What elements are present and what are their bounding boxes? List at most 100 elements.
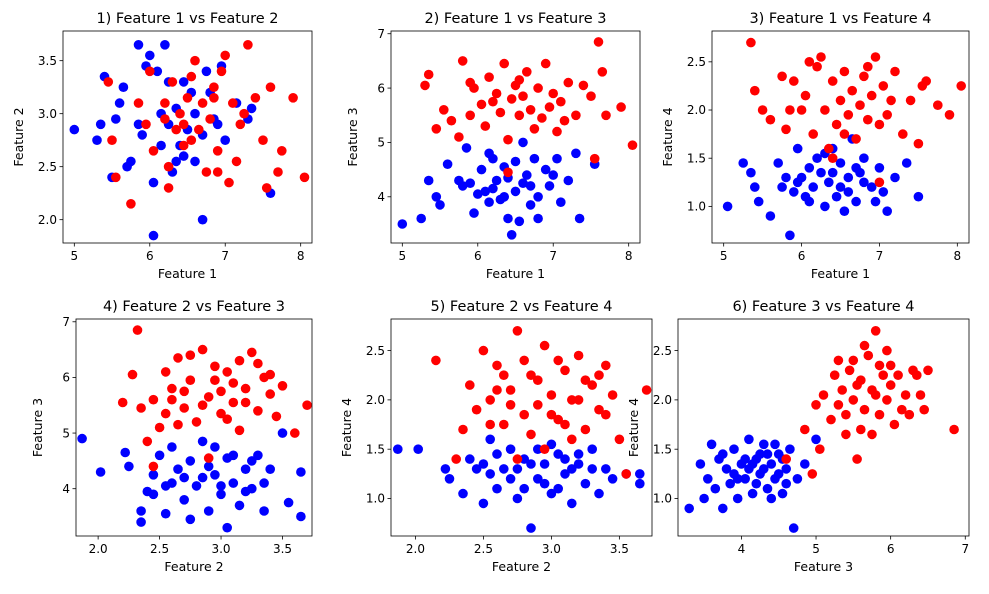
red-point [594,370,604,381]
blue-point [859,177,869,188]
red-point [431,355,441,366]
blue-point [525,200,536,210]
blue-point [546,439,557,450]
blue-point [539,478,550,489]
red-point [519,409,529,420]
blue-point [587,444,597,455]
red-point [886,95,896,106]
y-tick-label: 1.5 [366,442,385,456]
red-point [240,397,251,408]
blue-point [777,488,788,499]
blue-point [890,172,900,183]
red-point [882,345,892,356]
red-point [111,172,121,183]
red-point [191,417,202,427]
y-tick-label: 5 [62,426,70,440]
red-point [607,390,618,400]
blue-point [283,497,294,508]
red-point [548,88,558,99]
blue-point [178,77,189,87]
blue-point [114,98,125,108]
x-tick-label: 8 [297,249,305,263]
blue-point [133,40,144,50]
blue-point [253,450,263,461]
red-point [540,58,551,69]
scatter-points [684,326,959,533]
red-point [815,444,825,455]
blue-point [190,108,200,119]
red-point [222,414,232,425]
red-point [160,98,170,108]
red-point [560,419,570,430]
red-point [546,390,557,400]
blue-point [465,178,476,188]
red-point [261,183,272,193]
blue-point [746,167,756,178]
x-axis-label: Feature 2 [164,559,223,574]
red-point [265,369,276,380]
red-point [859,71,869,82]
red-point [478,345,489,356]
blue-point [781,464,791,474]
red-point [492,360,502,371]
blue-point [785,444,795,455]
red-point [533,400,543,410]
blue-point [718,449,728,459]
red-point [816,52,826,62]
blue-point [526,523,536,533]
y-tick-label: 1.5 [687,151,706,165]
red-point [789,76,799,86]
blue-point [804,163,815,173]
red-point [439,105,449,115]
red-point [839,66,850,77]
blue-point [503,213,513,224]
blue-point [136,506,146,516]
red-point [559,115,570,126]
blue-point [684,503,694,514]
blue-point [851,196,861,207]
blue-point [519,454,529,464]
blue-point [594,488,604,499]
blue-point [811,434,821,445]
blue-point [773,158,783,168]
blue-point [573,449,584,459]
blue-point [913,191,924,202]
blue-point [173,464,183,475]
red-point [765,114,776,125]
blue-point [171,156,181,167]
subplot-6: 4 5 6 7 1.0 1.5 2.0 2.5 6) Feature 3 vs Feature … [626,299,970,574]
blue-point [540,164,551,175]
x-tick-label: 6 [887,542,895,556]
blue-point [744,434,754,445]
blue-point [706,439,717,450]
x-tick-label: 3.5 [273,542,292,556]
x-tick-label: 4 [738,542,746,556]
red-point [533,83,543,93]
red-point [212,167,223,177]
blue-point [835,182,846,192]
blue-point [185,514,196,525]
red-point [243,40,253,50]
red-point [247,347,257,358]
blue-point [522,170,532,180]
blue-point [476,164,487,175]
x-tick-label: 5 [398,249,406,263]
blue-point [695,459,706,469]
red-point [499,58,510,69]
red-point [900,390,911,400]
subplot-title: 3) Feature 1 vs Feature 4 [749,11,931,27]
red-point [781,124,791,135]
red-point [171,124,181,135]
blue-point [499,192,510,202]
axes-frame [62,30,313,244]
blue-point [808,182,818,192]
y-tick-label: 2.0 [687,103,706,117]
blue-point [480,186,491,197]
subplot-title: 4) Feature 2 vs Feature 3 [103,299,285,315]
red-point [148,394,159,405]
blue-point [738,158,748,168]
red-point [544,102,555,112]
y-tick-label: 7 [62,315,70,329]
blue-point [478,459,489,469]
y-tick-label: 3.5 [38,54,57,68]
